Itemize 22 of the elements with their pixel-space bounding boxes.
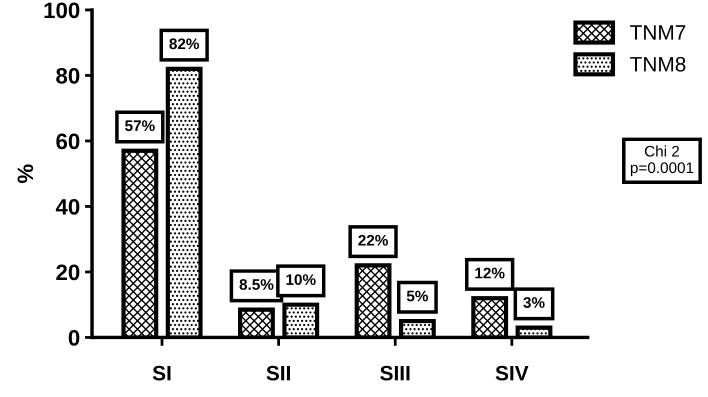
data-label: 12% <box>475 268 505 278</box>
data-label: 10% <box>286 274 316 286</box>
data-label: 5% <box>406 290 428 302</box>
data-label: 57% <box>125 120 155 132</box>
y-tick-label: 80 <box>56 68 80 84</box>
text: Chi 2 p=0.0001 <box>630 145 694 176</box>
legend-label: TNM8 <box>630 56 686 72</box>
data-label: 3% <box>523 297 545 308</box>
x-tick-label: SIV <box>496 366 528 381</box>
data-label: 82% <box>169 38 200 50</box>
data-label: 8.5% <box>240 279 274 290</box>
y-tick-label: 100 <box>44 2 80 18</box>
data-label: 22% <box>358 234 388 246</box>
y-tick-label: 20 <box>56 264 80 280</box>
x-tick-label: SII <box>266 366 290 381</box>
y-axis-title: % <box>18 164 34 184</box>
x-tick-label: SIII <box>380 366 410 381</box>
legend-label: TNM7 <box>630 25 686 40</box>
y-tick-label: 40 <box>56 198 80 215</box>
y-tick-label: 60 <box>56 133 80 150</box>
y-tick-label: 0 <box>68 330 80 346</box>
x-tick-label: SI <box>152 366 170 381</box>
